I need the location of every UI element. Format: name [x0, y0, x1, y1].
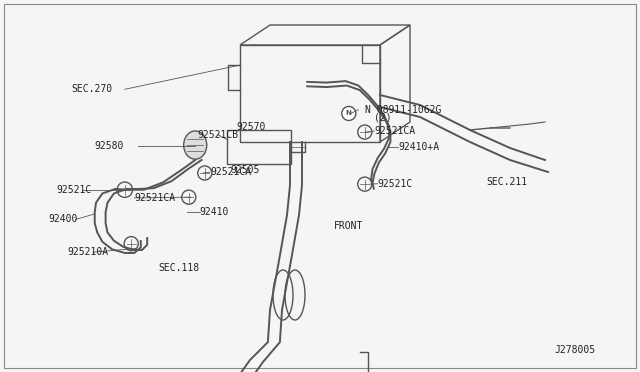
Text: N: N	[346, 110, 352, 116]
Text: 92521CA: 92521CA	[210, 167, 251, 177]
Text: 92400: 92400	[49, 215, 78, 224]
Text: (2): (2)	[374, 112, 392, 122]
Ellipse shape	[184, 131, 207, 159]
Text: J278005: J278005	[554, 345, 595, 355]
Text: SEC.118: SEC.118	[159, 263, 200, 273]
Bar	[227, 130, 291, 164]
Text: 92521C: 92521C	[56, 185, 92, 195]
Text: 92521CA: 92521CA	[374, 126, 415, 136]
Text: SEC.270: SEC.270	[71, 84, 112, 94]
Text: 92410+A: 92410+A	[398, 142, 439, 152]
Text: FRONT: FRONT	[334, 221, 364, 231]
Text: 92505: 92505	[230, 166, 260, 175]
Text: 92580: 92580	[94, 141, 124, 151]
Text: 92521CA: 92521CA	[134, 193, 175, 203]
Text: 92521C: 92521C	[378, 179, 413, 189]
Text: N 08911-1062G: N 08911-1062G	[365, 105, 441, 115]
Text: SEC.211: SEC.211	[486, 177, 527, 187]
Text: 92410: 92410	[200, 207, 229, 217]
Text: 92570: 92570	[237, 122, 266, 132]
Text: 925210A: 925210A	[67, 247, 108, 257]
Circle shape	[342, 106, 356, 121]
Text: 92521CB: 92521CB	[197, 130, 238, 140]
